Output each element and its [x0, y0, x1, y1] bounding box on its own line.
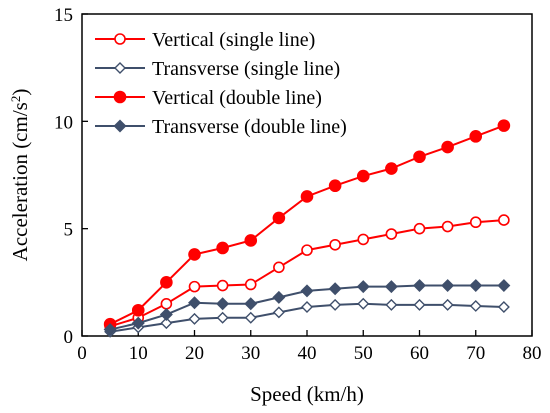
data-point: [441, 220, 454, 233]
legend-marker: [114, 62, 126, 74]
data-point: [413, 222, 426, 235]
data-point: [160, 276, 173, 289]
y-tick-label: 10: [54, 112, 73, 133]
data-point: [216, 297, 230, 311]
data-point: [441, 298, 454, 311]
data-point: [413, 279, 426, 293]
data-point: [301, 301, 313, 314]
y-tick-label: 0: [64, 327, 74, 348]
y-tick-label: 15: [54, 5, 73, 26]
x-tick-label: 10: [129, 343, 148, 364]
series-layer: [103, 119, 511, 338]
data-point: [273, 261, 285, 274]
x-tick-label: 0: [77, 343, 87, 364]
data-point: [216, 241, 229, 255]
y-axis-title-superscript: 2: [8, 96, 23, 103]
data-point: [131, 316, 145, 330]
x-axis-title: Speed (km/h): [250, 382, 364, 406]
data-point: [328, 282, 342, 296]
data-point: [441, 279, 455, 293]
legend-marker: [113, 119, 127, 133]
data-point: [131, 303, 145, 317]
data-point: [497, 301, 510, 314]
data-point: [272, 306, 285, 319]
data-point: [413, 150, 426, 164]
data-point: [159, 308, 173, 322]
y-axis: 0 5 10 15: [54, 5, 88, 348]
data-point: [301, 244, 313, 256]
data-point: [329, 238, 341, 251]
data-point: [244, 297, 258, 311]
series-2: [104, 297, 510, 338]
data-point: [328, 179, 342, 193]
y-axis-title: Acceleration (cm/s2): [8, 89, 33, 262]
data-point: [272, 211, 286, 225]
legend-label: Vertical (single line): [152, 29, 315, 51]
data-point: [498, 214, 510, 226]
data-point: [469, 130, 483, 143]
data-point: [357, 297, 370, 310]
data-point: [356, 280, 370, 294]
data-point: [469, 279, 483, 293]
data-point: [469, 299, 482, 312]
data-point: [356, 169, 370, 183]
data-point: [103, 323, 117, 337]
x-tick-label: 30: [241, 343, 260, 364]
data-point: [385, 228, 398, 240]
x-tick-label: 20: [185, 343, 204, 364]
data-point: [357, 233, 370, 246]
data-point: [188, 312, 201, 325]
data-point: [160, 317, 173, 330]
data-point: [188, 296, 201, 310]
data-point: [384, 280, 398, 294]
legend-item: Transverse (single line): [95, 58, 340, 80]
data-point: [469, 216, 482, 229]
legend-marker: [113, 90, 127, 104]
data-point: [441, 140, 454, 154]
y-axis-title-main: Acceleration (cm/s: [8, 102, 32, 261]
data-point: [329, 298, 342, 311]
data-point: [216, 279, 229, 292]
data-point: [188, 248, 201, 261]
x-tick-label: 40: [298, 343, 317, 364]
y-tick-label: 5: [64, 220, 74, 241]
legend-label: Vertical (double line): [152, 87, 322, 109]
data-point: [160, 297, 173, 310]
series-4: [103, 279, 511, 337]
data-point: [413, 298, 426, 311]
data-point: [497, 119, 511, 132]
data-point: [385, 162, 398, 175]
x-tick-label: 70: [466, 343, 485, 364]
data-point: [300, 190, 314, 203]
data-point: [244, 234, 258, 247]
data-point: [300, 284, 314, 298]
legend-label: Transverse (double line): [152, 116, 347, 138]
x-tick-label: 80: [523, 343, 542, 364]
legend: Vertical (single line) Transverse (single…: [95, 29, 347, 138]
legend-item: Vertical (single line): [95, 29, 315, 51]
data-point: [188, 280, 201, 293]
legend-item: Vertical (double line): [95, 87, 322, 109]
data-point: [497, 279, 511, 293]
legend-label: Transverse (single line): [152, 58, 340, 80]
legend-item: Transverse (double line): [95, 116, 347, 138]
data-point: [216, 311, 229, 324]
data-point: [272, 290, 286, 304]
data-point: [244, 278, 257, 291]
x-axis: 0 10 20 30 40 50 60 70 80: [77, 330, 542, 364]
series-1: [104, 214, 510, 333]
x-tick-label: 50: [354, 343, 373, 364]
data-point: [244, 311, 257, 324]
y-axis-title-end: ): [8, 89, 32, 96]
data-point: [385, 298, 398, 311]
legend-marker: [114, 33, 126, 45]
x-tick-label: 60: [410, 343, 429, 364]
series-3: [103, 119, 511, 331]
